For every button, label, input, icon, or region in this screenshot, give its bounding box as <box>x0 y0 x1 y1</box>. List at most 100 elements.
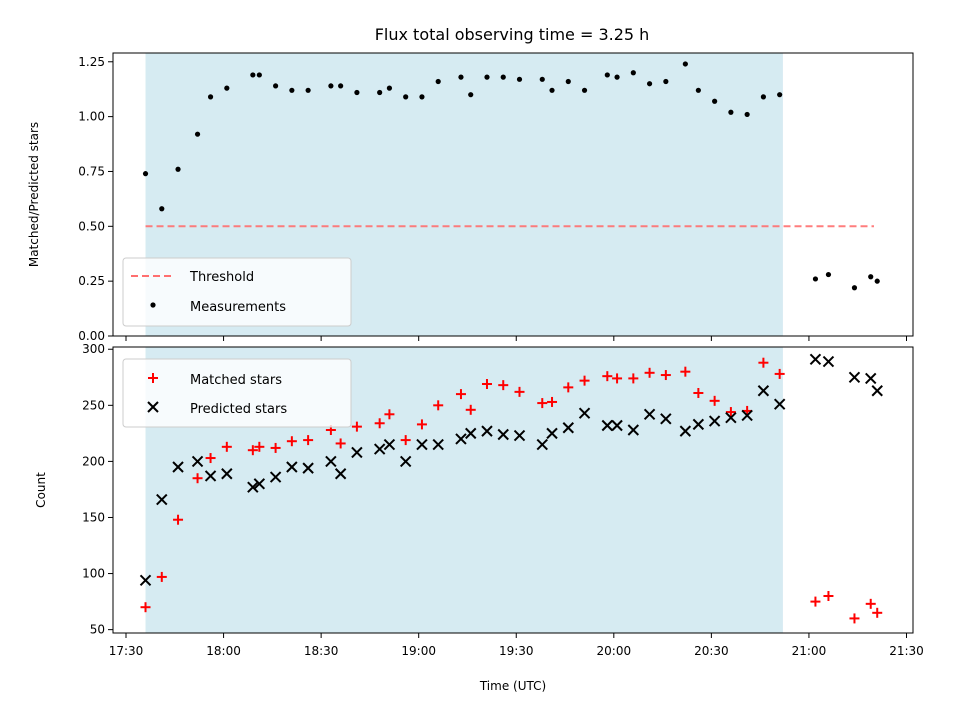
matched-star-point <box>384 409 395 420</box>
measurement-point <box>354 89 360 96</box>
measurement-point <box>777 92 783 98</box>
measurement-point <box>646 81 653 87</box>
y-tick-label: 1.00 <box>78 110 105 124</box>
matched-star-point <box>849 613 860 624</box>
predicted-star-point <box>269 471 282 483</box>
measurement-point <box>695 87 701 93</box>
predicted-stars-series <box>139 353 883 586</box>
measurement-point <box>419 94 425 100</box>
predicted-star-point <box>416 438 428 451</box>
measurement-point <box>812 276 819 282</box>
measurement-point <box>305 87 311 93</box>
predicted-star-point <box>578 407 591 419</box>
x-tick-label: 18:00 <box>206 644 241 658</box>
y-tick-label: 200 <box>82 454 105 468</box>
predicted-star-point <box>455 433 467 445</box>
bottom-y-axis-label: Count <box>34 472 48 508</box>
predicted-star-point <box>627 424 640 436</box>
measurement-point <box>224 85 230 91</box>
matched-star-point <box>644 367 655 378</box>
legend-threshold-label: Threshold <box>189 270 254 285</box>
measurement-point <box>386 85 393 91</box>
matched-star-point <box>725 407 736 418</box>
legend-predicted-label: Predicted stars <box>190 402 287 417</box>
measurement-point <box>289 87 295 93</box>
predicted-star-point <box>601 419 614 432</box>
matched-star-point <box>221 441 232 452</box>
predicted-star-point <box>247 481 259 493</box>
measurement-point <box>207 94 214 100</box>
matched-stars-series <box>140 357 883 624</box>
matched-star-point <box>693 387 704 398</box>
y-tick-label: 50 <box>90 623 105 637</box>
matched-star-point <box>270 442 281 453</box>
measurement-point <box>458 74 464 80</box>
measurement-point <box>851 285 858 291</box>
top-legend: Threshold Measurements <box>122 257 352 327</box>
measurement-point <box>581 87 588 93</box>
x-tick-label: 20:00 <box>597 644 632 658</box>
matched-star-point <box>612 373 623 384</box>
matched-star-point <box>465 404 476 415</box>
matched-star-point <box>602 371 613 382</box>
predicted-star-point <box>725 411 737 424</box>
bottom-plot-frame <box>112 346 914 634</box>
matched-star-point <box>156 571 167 582</box>
predicted-star-point <box>692 418 705 431</box>
matched-star-point <box>205 453 216 464</box>
predicted-star-point <box>191 455 204 468</box>
y-tick-label: 100 <box>82 567 105 581</box>
predicted-star-point <box>481 425 493 437</box>
measurement-point <box>142 171 149 177</box>
measurement-point <box>484 74 490 80</box>
measurement-point <box>630 70 636 76</box>
predicted-star-point <box>871 385 883 397</box>
matched-star-point <box>455 389 466 400</box>
predicted-star-point <box>302 462 314 474</box>
x-tick-label: 18:30 <box>304 644 339 658</box>
predicted-star-point <box>809 353 822 366</box>
matched-star-point <box>335 438 346 449</box>
predicted-star-point <box>334 468 347 480</box>
measurement-point <box>728 109 734 115</box>
predicted-star-point <box>643 408 656 421</box>
predicted-star-point <box>286 461 298 473</box>
matched-star-point <box>416 419 427 430</box>
top-panel: 0.00 0.25 0.50 0.75 1.00 1.25 Matched/Predict… <box>27 52 914 343</box>
predicted-star-point <box>325 455 337 468</box>
predicted-star-point <box>351 446 363 459</box>
predicted-star-point <box>513 429 526 442</box>
matched-star-point <box>865 598 876 609</box>
predicted-star-point <box>773 398 786 410</box>
matched-star-point <box>563 382 574 393</box>
matched-star-point <box>286 436 297 447</box>
measurement-point <box>403 94 409 100</box>
top-y-axis: 0.00 0.25 0.50 0.75 1.00 1.25 <box>78 55 113 343</box>
predicted-star-point <box>679 425 692 437</box>
y-tick-label: 250 <box>82 398 105 412</box>
matched-star-point <box>579 375 590 386</box>
matched-star-point <box>140 602 151 613</box>
measurement-point <box>338 83 344 89</box>
predicted-star-point <box>865 372 877 385</box>
top-x-axis-ticks <box>125 336 907 341</box>
legend-matched-label: Matched stars <box>190 373 282 388</box>
predicted-star-point <box>172 461 184 473</box>
bottom-legend: Matched stars Predicted stars <box>122 358 352 428</box>
y-tick-label: 0.75 <box>78 164 105 178</box>
predicted-star-point <box>708 415 721 427</box>
measurement-point <box>159 206 165 212</box>
measurement-point <box>744 111 750 118</box>
predicted-star-point <box>757 385 770 397</box>
predicted-star-point <box>497 428 509 441</box>
predicted-star-point <box>660 413 672 425</box>
predicted-star-point <box>204 470 217 482</box>
predicted-star-point <box>822 355 835 368</box>
predicted-star-point <box>221 468 233 480</box>
predicted-star-point <box>465 427 477 440</box>
measurement-point <box>256 72 262 78</box>
matched-star-point <box>628 373 639 384</box>
y-tick-label: 0.00 <box>78 329 105 343</box>
predicted-star-point <box>156 493 168 506</box>
